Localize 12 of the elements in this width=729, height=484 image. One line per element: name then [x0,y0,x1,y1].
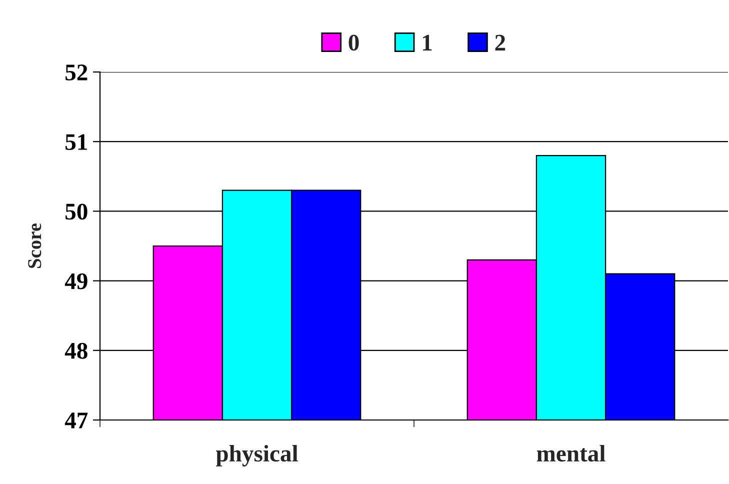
legend-label: 0 [348,34,359,51]
y-tick-label: 47 [64,412,88,428]
y-tick-label: 49 [64,273,88,290]
legend-label: 1 [422,34,432,50]
legend-label: 2 [495,34,506,50]
y-tick-label: 51 [66,134,87,150]
x-tick-label: mental [536,445,606,462]
y-axis-title: Score [28,223,42,268]
x-tick-label: physical [216,445,298,466]
y-tick-label: 48 [64,342,88,359]
y-tick-label: 50 [66,204,88,220]
y-tick-label: 52 [66,64,88,80]
